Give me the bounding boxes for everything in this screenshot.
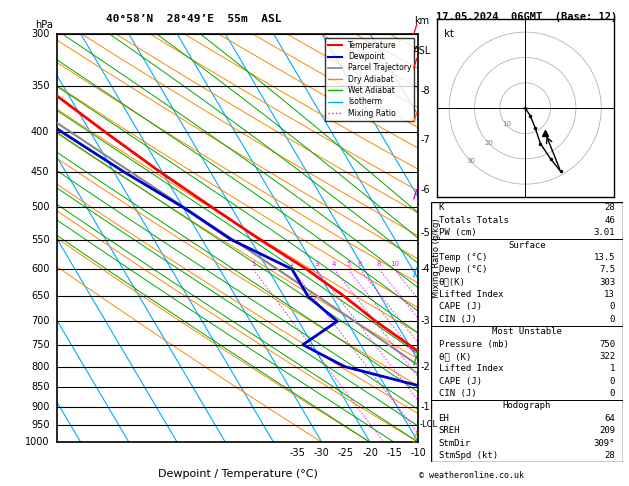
Text: 500: 500 xyxy=(31,202,49,212)
Text: 0: 0 xyxy=(610,377,615,386)
Text: 209: 209 xyxy=(599,426,615,435)
Text: 550: 550 xyxy=(31,235,49,244)
Text: θᴇ (K): θᴇ (K) xyxy=(438,352,470,361)
Text: 303: 303 xyxy=(599,278,615,287)
Text: SREH: SREH xyxy=(438,426,460,435)
Text: Totals Totals: Totals Totals xyxy=(438,216,508,225)
Text: 46: 46 xyxy=(604,216,615,225)
Text: kt: kt xyxy=(444,29,456,39)
Text: Hodograph: Hodograph xyxy=(503,401,551,411)
Text: 309°: 309° xyxy=(594,439,615,448)
Text: /: / xyxy=(413,431,418,444)
Text: 400: 400 xyxy=(31,126,49,137)
Text: -1: -1 xyxy=(420,401,430,412)
Text: 350: 350 xyxy=(31,81,49,91)
Text: /: / xyxy=(413,353,418,366)
Text: 4: 4 xyxy=(332,261,336,267)
Text: 3: 3 xyxy=(314,261,318,267)
Text: EH: EH xyxy=(438,414,449,423)
Text: 64: 64 xyxy=(604,414,615,423)
Text: 17.05.2024  06GMT  (Base: 12): 17.05.2024 06GMT (Base: 12) xyxy=(436,12,618,22)
Text: -7: -7 xyxy=(420,135,430,145)
Text: 6: 6 xyxy=(358,261,362,267)
Text: hPa: hPa xyxy=(35,20,53,30)
Text: 10: 10 xyxy=(390,261,399,267)
Text: 13: 13 xyxy=(604,290,615,299)
Text: 700: 700 xyxy=(31,316,49,326)
Text: ASL: ASL xyxy=(413,46,431,56)
Text: -25: -25 xyxy=(338,449,354,458)
Text: 800: 800 xyxy=(31,362,49,372)
Text: Lifted Index: Lifted Index xyxy=(438,290,503,299)
Text: -8: -8 xyxy=(420,86,430,96)
Text: -20: -20 xyxy=(362,449,378,458)
Text: StmSpd (kt): StmSpd (kt) xyxy=(438,451,498,460)
Text: /: / xyxy=(413,57,418,69)
Text: 850: 850 xyxy=(31,382,49,392)
Text: 0: 0 xyxy=(610,302,615,312)
Text: StmDir: StmDir xyxy=(438,439,470,448)
Text: 2: 2 xyxy=(290,261,294,267)
Text: Dewp (°C): Dewp (°C) xyxy=(438,265,487,274)
Text: Surface: Surface xyxy=(508,241,545,249)
Text: -5: -5 xyxy=(420,228,430,238)
Text: Temp (°C): Temp (°C) xyxy=(438,253,487,262)
Text: 0: 0 xyxy=(610,315,615,324)
Text: 1: 1 xyxy=(251,261,255,267)
Text: PW (cm): PW (cm) xyxy=(438,228,476,237)
Text: CAPE (J): CAPE (J) xyxy=(438,377,482,386)
Text: © weatheronline.co.uk: © weatheronline.co.uk xyxy=(420,471,524,480)
Text: /: / xyxy=(413,23,418,35)
Text: -3: -3 xyxy=(420,316,430,326)
Text: CIN (J): CIN (J) xyxy=(438,389,476,398)
Text: 7.5: 7.5 xyxy=(599,265,615,274)
Text: km: km xyxy=(415,16,430,26)
Text: 1000: 1000 xyxy=(25,437,49,447)
Text: 750: 750 xyxy=(31,340,49,350)
Text: 950: 950 xyxy=(31,420,49,430)
Text: 8: 8 xyxy=(377,261,381,267)
Text: -30: -30 xyxy=(314,449,330,458)
Text: 10: 10 xyxy=(503,122,511,127)
Text: 600: 600 xyxy=(31,264,49,274)
Text: 450: 450 xyxy=(31,167,49,176)
Text: 900: 900 xyxy=(31,401,49,412)
Text: /: / xyxy=(413,188,418,201)
Text: 28: 28 xyxy=(604,203,615,212)
Legend: Temperature, Dewpoint, Parcel Trajectory, Dry Adiabat, Wet Adiabat, Isotherm, Mi: Temperature, Dewpoint, Parcel Trajectory… xyxy=(325,38,415,121)
Text: 13.5: 13.5 xyxy=(594,253,615,262)
Text: 28: 28 xyxy=(604,451,615,460)
Text: 0: 0 xyxy=(610,389,615,398)
Text: -4: -4 xyxy=(420,264,430,274)
Text: Most Unstable: Most Unstable xyxy=(492,327,562,336)
Text: -2: -2 xyxy=(420,362,430,372)
Text: -6: -6 xyxy=(420,185,430,195)
Text: -LCL: -LCL xyxy=(420,420,438,429)
Text: K: K xyxy=(438,203,444,212)
Text: 300: 300 xyxy=(31,29,49,39)
Text: 322: 322 xyxy=(599,352,615,361)
Text: 750: 750 xyxy=(599,340,615,348)
Text: Mixing Ratio (g/kg): Mixing Ratio (g/kg) xyxy=(432,219,441,298)
Text: 3.01: 3.01 xyxy=(594,228,615,237)
Text: /: / xyxy=(413,110,418,123)
Text: Dewpoint / Temperature (°C): Dewpoint / Temperature (°C) xyxy=(157,469,318,479)
Text: -15: -15 xyxy=(386,449,402,458)
Text: -10: -10 xyxy=(410,449,426,458)
Text: -35: -35 xyxy=(290,449,306,458)
Text: 650: 650 xyxy=(31,291,49,301)
Text: Lifted Index: Lifted Index xyxy=(438,364,503,373)
Text: CIN (J): CIN (J) xyxy=(438,315,476,324)
Text: 40°58’N  28°49’E  55m  ASL: 40°58’N 28°49’E 55m ASL xyxy=(106,14,282,24)
Text: 30: 30 xyxy=(466,158,475,164)
Text: CAPE (J): CAPE (J) xyxy=(438,302,482,312)
Text: /: / xyxy=(413,266,418,278)
Text: Pressure (mb): Pressure (mb) xyxy=(438,340,508,348)
Text: 20: 20 xyxy=(484,139,493,146)
Text: 5: 5 xyxy=(346,261,350,267)
Text: θᴇ(K): θᴇ(K) xyxy=(438,278,465,287)
Text: 1: 1 xyxy=(610,364,615,373)
